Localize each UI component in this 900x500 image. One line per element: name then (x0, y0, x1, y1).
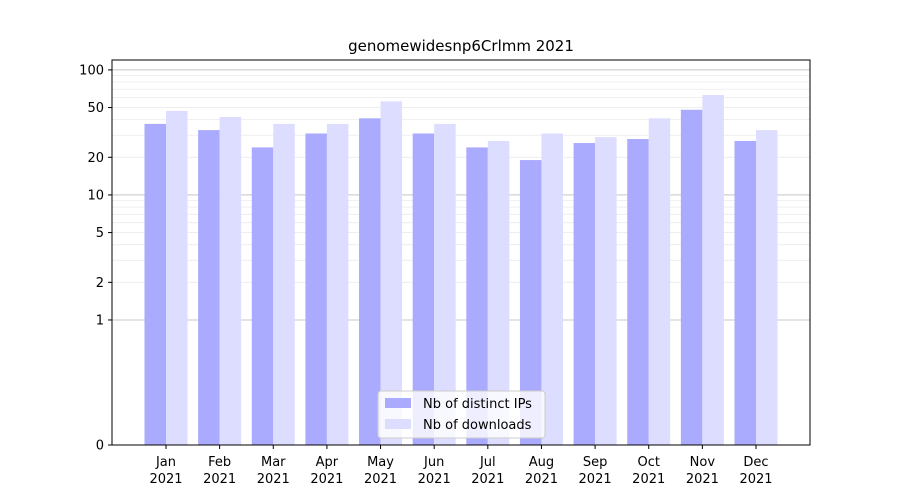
bar-distinct-ips (198, 130, 220, 445)
y-tick-label: 5 (96, 226, 104, 241)
bar-distinct-ips (627, 139, 649, 445)
y-axis-ticks: 0 1 2 5 10 20 50 100 (79, 63, 112, 454)
x-tick-label: Dec 2021 (739, 455, 772, 487)
bar-downloads (380, 101, 403, 445)
y-tick-label: 20 (87, 151, 104, 166)
bar-downloads (541, 133, 563, 445)
legend-box (377, 390, 546, 439)
bars (144, 94, 778, 446)
bar-distinct-ips (251, 147, 274, 446)
bar-distinct-ips (412, 133, 435, 445)
legend-swatch-distinct-ips (385, 398, 411, 408)
x-tick-label: Feb 2021 (203, 455, 236, 487)
bar-distinct-ips (680, 109, 703, 445)
y-tick-label: 1 (96, 313, 104, 328)
bar-downloads (702, 94, 724, 446)
bar-distinct-ips (305, 133, 327, 445)
x-tick-label: May 2021 (364, 455, 397, 487)
x-tick-label: Jun 2021 (418, 455, 451, 487)
x-tick-label: Jan 2021 (149, 455, 182, 487)
bar-downloads (326, 123, 349, 445)
legend-label-distinct-ips: Nb of distinct IPs (423, 397, 532, 412)
bar-distinct-ips (359, 118, 381, 445)
x-axis-ticks: Jan 2021 Feb 2021 Mar 2021 Apr 2021 May 2021 Jun 20… (149, 445, 773, 487)
legend: Nb of distinct IPs Nb of downloads (377, 390, 546, 439)
x-tick-label: Aug 2021 (525, 455, 558, 487)
y-tick-label: 50 (87, 101, 104, 116)
chart-title: genomewidesnp6Crlmm 2021 (348, 37, 574, 55)
y-tick-label: 100 (79, 63, 104, 78)
x-tick-label: Sep 2021 (579, 455, 612, 487)
x-tick-label: Apr 2021 (310, 455, 343, 487)
legend-label-downloads: Nb of downloads (423, 418, 532, 433)
bar-downloads (595, 137, 617, 445)
x-tick-label: Oct 2021 (632, 455, 665, 487)
bar-distinct-ips (144, 123, 166, 445)
bar-distinct-ips (519, 160, 542, 445)
legend-swatch-downloads (385, 419, 411, 429)
bar-downloads (166, 110, 188, 445)
bar-distinct-ips (466, 147, 488, 446)
y-tick-label: 2 (96, 276, 104, 291)
bar-downloads (648, 118, 671, 445)
x-tick-label: Nov 2021 (686, 455, 719, 487)
x-tick-label: Mar 2021 (257, 455, 290, 487)
y-tick-label: 10 (87, 188, 104, 203)
bar-downloads (487, 140, 510, 445)
bar-downloads (219, 117, 242, 445)
bar-downloads (434, 123, 456, 445)
plot-frame (111, 59, 811, 446)
y-tick-label: 0 (96, 439, 104, 454)
x-tick-label: Jul 2021 (471, 455, 504, 487)
bar-distinct-ips (734, 140, 756, 445)
bar-distinct-ips (573, 143, 596, 445)
bar-downloads (756, 130, 778, 445)
bar-downloads (273, 123, 295, 445)
